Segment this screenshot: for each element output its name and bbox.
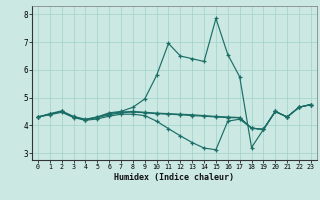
X-axis label: Humidex (Indice chaleur): Humidex (Indice chaleur) [115,173,234,182]
